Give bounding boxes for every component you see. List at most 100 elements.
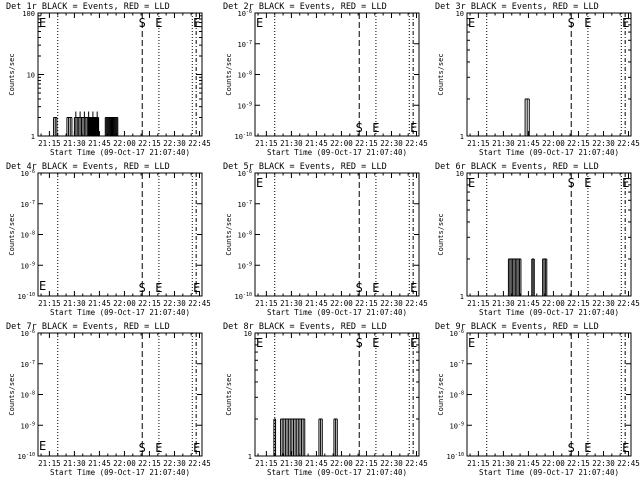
x-tick-label: 22:30 bbox=[380, 459, 403, 468]
marker-letter-E3: E bbox=[193, 441, 200, 455]
x-tick-label: 21:45 bbox=[305, 299, 328, 308]
x-tick-label: 22:15 bbox=[567, 299, 590, 308]
y-axis-label: Counts/sec bbox=[437, 53, 445, 95]
y-tick-label: 10-8 bbox=[21, 391, 35, 400]
marker-letter-S: S bbox=[356, 336, 363, 350]
x-tick-label: 22:30 bbox=[380, 299, 403, 308]
panel-title: Det 3r BLACK = Events, RED = LLD bbox=[435, 2, 599, 12]
y-tick-label: 10 bbox=[456, 10, 464, 18]
x-tick-label: 21:45 bbox=[305, 139, 328, 148]
x-tick-label: 21:45 bbox=[88, 139, 111, 148]
panel-title: Det 9r BLACK = Events, RED = LLD bbox=[435, 322, 599, 332]
x-tick-label: 21:45 bbox=[88, 459, 111, 468]
plot-frame bbox=[37, 172, 203, 297]
x-tick-label: 22:15 bbox=[567, 139, 590, 148]
y-tick-label: 10-7 bbox=[450, 360, 464, 369]
marker-letter-E: E bbox=[468, 176, 475, 190]
y-tick-label: 10-6 bbox=[21, 329, 35, 338]
plot-frame bbox=[466, 172, 632, 297]
x-tick-label: 21:15 bbox=[255, 459, 278, 468]
plot-frame bbox=[466, 332, 632, 457]
x-axis-label: Start Time (09-Oct-17 21:07:40) bbox=[50, 148, 190, 157]
marker-letter-E3: E bbox=[193, 281, 200, 295]
x-tick-label: 21:15 bbox=[467, 459, 490, 468]
y-axis-label: Counts/sec bbox=[8, 373, 16, 415]
marker-letter-E: E bbox=[256, 176, 263, 190]
marker-letter-S: S bbox=[139, 281, 146, 295]
x-tick-label: 22:45 bbox=[405, 139, 428, 148]
y-axis-label: Counts/sec bbox=[225, 373, 233, 415]
x-axis-label: Start Time (09-Oct-17 21:07:40) bbox=[50, 468, 190, 477]
y-tick-label: 10-9 bbox=[450, 421, 464, 430]
x-tick-label: 21:30 bbox=[63, 459, 86, 468]
y-tick-label: 10-10 bbox=[235, 132, 252, 141]
x-axis-label: Start Time (09-Oct-17 21:07:40) bbox=[267, 308, 407, 317]
x-tick-label: 22:00 bbox=[542, 459, 565, 468]
y-tick-label: 10-8 bbox=[238, 71, 252, 80]
marker-letter-E2: E bbox=[155, 16, 162, 30]
marker-letter-E2: E bbox=[584, 441, 591, 455]
x-tick-label: 22:45 bbox=[188, 459, 211, 468]
y-tick-label: 10-6 bbox=[238, 169, 252, 178]
marker-letter-E2: E bbox=[372, 336, 379, 350]
detector-panel: Det 2r BLACK = Events, RED = LLD 10-10 10-… bbox=[223, 2, 428, 157]
marker-letter-S: S bbox=[356, 281, 363, 295]
x-tick-label: 22:15 bbox=[138, 299, 161, 308]
x-axis-label: Start Time (09-Oct-17 21:07:40) bbox=[267, 468, 407, 477]
marker-letter-E: E bbox=[256, 16, 263, 30]
x-axis-label: Start Time (09-Oct-17 21:07:40) bbox=[479, 148, 619, 157]
x-tick-label: 21:15 bbox=[38, 459, 61, 468]
x-tick-label: 21:15 bbox=[255, 299, 278, 308]
marker-letter-E: E bbox=[468, 336, 475, 350]
y-axis-label: Counts/sec bbox=[225, 53, 233, 95]
y-tick-label: 10-6 bbox=[238, 9, 252, 18]
panel-title: Det 6r BLACK = Events, RED = LLD bbox=[435, 162, 599, 172]
x-tick-label: 22:00 bbox=[330, 459, 353, 468]
detector-panel: Det 7r BLACK = Events, RED = LLD 10-10 10-… bbox=[6, 322, 211, 477]
x-tick-label: 22:00 bbox=[113, 459, 136, 468]
x-tick-label: 21:30 bbox=[280, 299, 303, 308]
x-tick-label: 22:30 bbox=[163, 139, 186, 148]
x-tick-label: 21:45 bbox=[517, 139, 540, 148]
x-tick-label: 22:30 bbox=[380, 139, 403, 148]
y-tick-label: 10-8 bbox=[450, 391, 464, 400]
x-tick-label: 21:45 bbox=[517, 299, 540, 308]
plot-frame bbox=[466, 12, 632, 137]
detector-panel: Det 4r BLACK = Events, RED = LLD 10-10 10-… bbox=[6, 162, 211, 317]
marker-letter-E3: E bbox=[410, 281, 417, 295]
marker-letter-E3: E bbox=[622, 441, 629, 455]
y-tick-label: 10-9 bbox=[21, 421, 35, 430]
marker-letter-E3: E bbox=[410, 336, 417, 350]
y-axis-label: Counts/sec bbox=[8, 213, 16, 255]
x-tick-label: 22:00 bbox=[330, 299, 353, 308]
detector-panel: Det 1r BLACK = Events, RED = LLD 1 10 100 Co… bbox=[6, 2, 211, 157]
x-tick-label: 22:15 bbox=[138, 139, 161, 148]
marker-letter-S: S bbox=[568, 16, 575, 30]
x-tick-label: 22:00 bbox=[542, 299, 565, 308]
x-tick-label: 22:45 bbox=[188, 299, 211, 308]
x-tick-label: 22:00 bbox=[542, 139, 565, 148]
panel-title: Det 4r BLACK = Events, RED = LLD bbox=[6, 162, 170, 172]
x-tick-label: 22:00 bbox=[113, 299, 136, 308]
y-tick-label: 10-7 bbox=[238, 40, 252, 49]
marker-letter-E: E bbox=[39, 16, 46, 30]
marker-letter-E2: E bbox=[372, 121, 379, 135]
marker-letter-E2: E bbox=[155, 441, 162, 455]
x-axis-label: Start Time (09-Oct-17 21:07:40) bbox=[50, 308, 190, 317]
x-axis-label: Start Time (09-Oct-17 21:07:40) bbox=[479, 308, 619, 317]
marker-letter-E2: E bbox=[584, 16, 591, 30]
x-axis-label: Start Time (09-Oct-17 21:07:40) bbox=[479, 468, 619, 477]
x-tick-label: 21:30 bbox=[63, 299, 86, 308]
y-tick-label: 10-9 bbox=[21, 261, 35, 270]
panel-title: Det 1r BLACK = Events, RED = LLD bbox=[6, 2, 170, 12]
x-tick-label: 22:00 bbox=[330, 139, 353, 148]
marker-letter-E: E bbox=[256, 336, 263, 350]
y-axis-label: Counts/sec bbox=[437, 373, 445, 415]
x-tick-label: 21:30 bbox=[492, 299, 515, 308]
plot-frame bbox=[37, 332, 203, 457]
plot-frame bbox=[254, 12, 420, 137]
y-tick-label: 1 bbox=[31, 133, 35, 141]
y-tick-label: 10 bbox=[27, 72, 35, 80]
